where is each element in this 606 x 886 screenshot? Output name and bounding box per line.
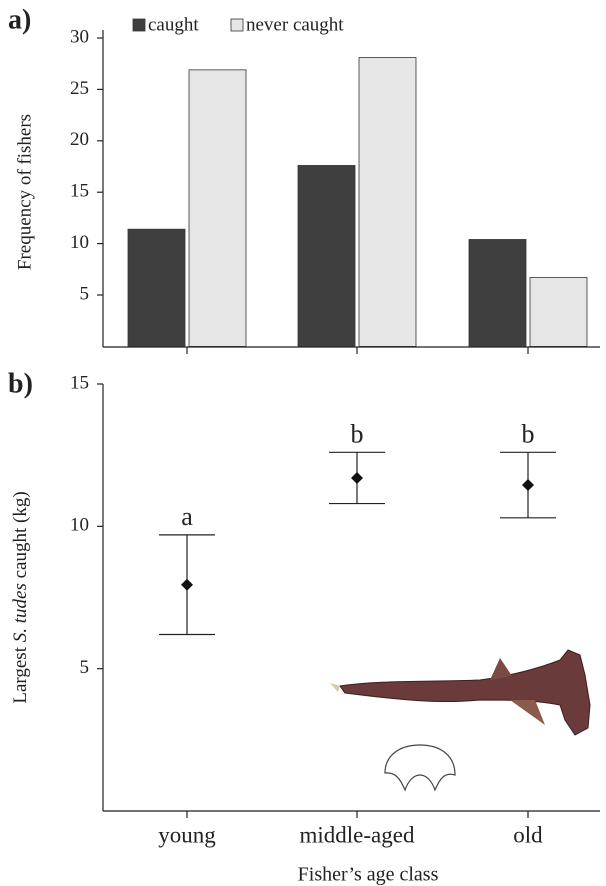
y-tick-label: 25 <box>70 78 89 99</box>
y-axis-label-part: S. tudes <box>10 583 31 642</box>
mean-point <box>522 479 534 491</box>
x-tick-label: young <box>158 822 216 847</box>
bar <box>469 239 526 346</box>
bar <box>189 70 246 347</box>
y-tick-label: 10 <box>70 232 89 253</box>
bar <box>128 229 185 346</box>
x-tick-label: middle-aged <box>300 822 415 847</box>
y-axis-label: Frequency of fishers <box>14 114 35 270</box>
y-tick-label: 30 <box>70 26 89 47</box>
y-tick-label: 20 <box>70 129 89 150</box>
y-axis-label-part: caught (kg) <box>10 491 31 583</box>
x-axis-label: Fisher’s age class <box>298 864 439 886</box>
group-letter: a <box>181 502 193 531</box>
legend-label: caught <box>148 14 199 35</box>
legend-swatch <box>133 19 145 31</box>
group-letter: b <box>351 419 364 448</box>
y-tick-label: 15 <box>70 181 89 202</box>
mean-point <box>181 579 193 591</box>
bar <box>359 58 416 347</box>
y-tick-label: 15 <box>70 372 89 393</box>
figure: a) 5 10 15 20 25 30 caught never caught Frequency… <box>0 0 606 886</box>
shark-illustration <box>330 650 590 790</box>
y-tick-label: 10 <box>70 515 89 536</box>
group-letter: b <box>522 419 535 448</box>
panel-label: b) <box>8 368 33 399</box>
panel-label: a) <box>8 4 31 35</box>
mean-point <box>351 472 363 484</box>
legend-swatch <box>231 19 243 31</box>
y-axis-label-part: Largest <box>10 642 31 703</box>
y-tick-label: 5 <box>80 283 90 304</box>
y-tick-label: 5 <box>80 657 90 678</box>
bar <box>298 165 355 346</box>
legend-label: never caught <box>246 14 344 35</box>
bar <box>530 278 587 347</box>
y-axis-label: Largest S. tudes caught (kg) <box>10 491 31 703</box>
x-tick-label: old <box>513 822 543 847</box>
